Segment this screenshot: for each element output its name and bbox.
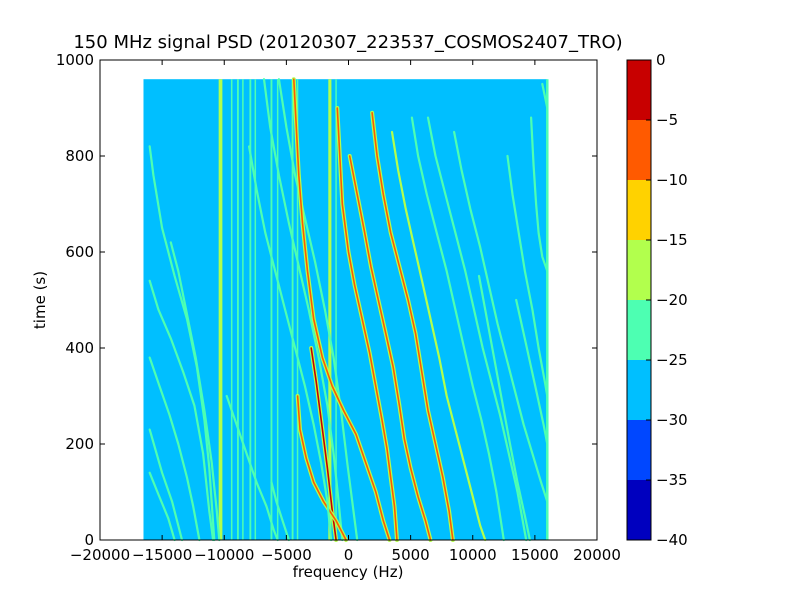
x-tick-label: 0	[344, 546, 354, 564]
track-25	[225, 394, 279, 542]
x-tick-label: −10000	[194, 546, 254, 564]
track-13	[371, 112, 454, 541]
colorbar-band-1	[627, 420, 651, 480]
track-20	[515, 298, 549, 446]
y-tick-label: 200	[65, 435, 94, 453]
plot-area: −20000 −15000 −10000 −5000 0 5000 10000 15000 20…	[56, 51, 621, 564]
track-6	[262, 78, 344, 542]
y-axis-label: time (s)	[31, 271, 49, 329]
track-2	[148, 356, 201, 542]
colorbar-tick-label: −25	[656, 351, 688, 369]
track-3	[148, 471, 176, 542]
x-axis-ticks: −20000 −15000 −10000 −5000 0 5000 10000 15000 20…	[70, 60, 621, 564]
colorbar-tick-label: −15	[656, 231, 688, 249]
colorbar-tick-label: −30	[656, 411, 688, 429]
x-tick-label: −15000	[132, 546, 192, 564]
track-0	[148, 279, 215, 542]
doppler-tracks	[148, 77, 549, 542]
colorbar-band-5	[627, 180, 651, 240]
chart-title: 150 MHz signal PSD (20120307_223537_COSM…	[73, 32, 622, 53]
colorbar-band-7	[627, 60, 651, 120]
colorbar-tick-label: −10	[656, 171, 688, 189]
track-24	[270, 481, 290, 542]
track-7	[277, 78, 359, 542]
x-tick-label: −5000	[261, 546, 312, 564]
track-19	[541, 82, 549, 110]
track-21	[477, 274, 532, 542]
track-16	[426, 116, 528, 542]
colorbar-tick-label: 0	[656, 51, 666, 69]
y-tick-label: 1000	[56, 51, 94, 69]
y-tick-label: 0	[84, 531, 94, 549]
colorbar-band-4	[627, 240, 651, 300]
x-tick-label: −20000	[70, 546, 130, 564]
track-17	[453, 130, 549, 503]
y-axis-ticks: 0 200 400 600 800 1000	[56, 51, 597, 549]
colorbar-band-2	[627, 360, 651, 420]
colorbar: 0 −5 −10 −15 −20 −25 −30 −35 −40	[626, 51, 688, 549]
x-tick-label: 5000	[392, 546, 430, 564]
track-14	[390, 130, 487, 542]
track-12	[348, 155, 432, 541]
x-tick-label: 20000	[573, 546, 621, 564]
track-5	[169, 241, 221, 542]
y-tick-label: 600	[65, 243, 94, 261]
track-10	[336, 107, 398, 541]
colorbar-band-3	[627, 300, 651, 360]
y-tick-label: 800	[65, 147, 94, 165]
track-4	[148, 428, 184, 542]
track-22	[506, 154, 549, 398]
track-15	[410, 116, 505, 542]
x-tick-label: 15000	[511, 546, 559, 564]
colorbar-tick-label: −40	[656, 531, 688, 549]
x-tick-label: 10000	[449, 546, 497, 564]
track-9	[292, 78, 391, 541]
track-18	[529, 116, 549, 273]
track-23	[248, 145, 333, 542]
colorbar-tick-label: −35	[656, 471, 688, 489]
track-11	[296, 395, 347, 541]
colorbar-tick-label: −5	[656, 111, 678, 129]
colorbar-tick-label: −20	[656, 291, 688, 309]
y-tick-label: 400	[65, 339, 94, 357]
colorbar-band-6	[627, 120, 651, 180]
x-axis-label: frequency (Hz)	[293, 563, 404, 581]
colorbar-band-0	[627, 480, 651, 540]
